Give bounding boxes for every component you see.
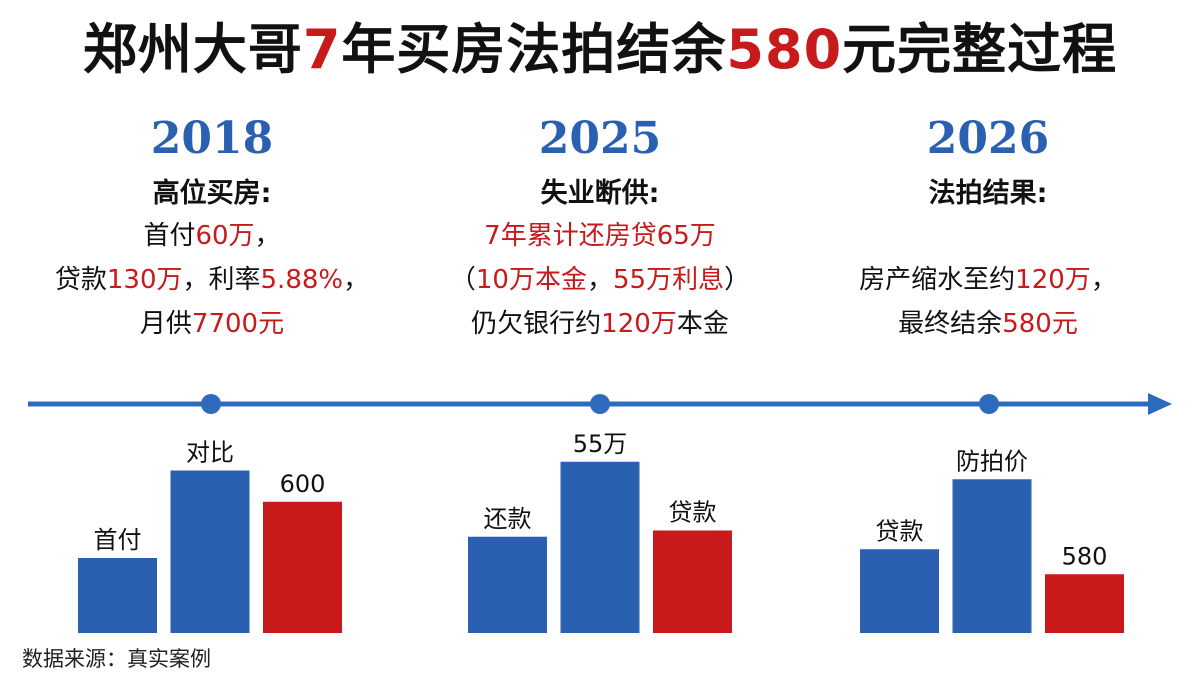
highlight-text: 60万 [195,221,255,251]
bar-label: 600 [280,470,326,498]
highlight-text: 5.88% [260,265,344,295]
detail-text: 月供 [139,309,192,339]
year-label: 2018 [150,113,274,164]
bar [468,536,547,633]
column-2025: 2025 失业断供: 7年累计还房贷65万 （10万本金，55万利息） 仍欠银行约1… [400,110,800,346]
title-part-4: 580 [726,18,843,81]
column-heading: 高位买房: [152,178,272,209]
detail-line: 房产缩水至约120万， [788,258,1188,302]
detail-text: 仍欠银行约 [471,309,602,339]
title-part-5: 元完整过程 [842,18,1118,81]
detail-text: ， [343,265,370,295]
highlight-text: 10万本金 [475,265,587,295]
timeline-dot-2018 [201,394,221,414]
page-title: 郑州大哥7年买房法拍结余580元完整过程 [0,10,1200,90]
detail-line: 月供7700元 [12,302,412,346]
title-part-1: 郑州大哥 [82,18,303,81]
highlight-text: 65万 [656,221,716,251]
detail-line: 7年累计还房贷65万 [400,214,800,258]
column-lines: 7年累计还房贷65万 （10万本金，55万利息） 仍欠银行约120万本金 [400,214,800,346]
detail-text: ，利率 [182,265,261,295]
highlight-text: 120万 [1015,265,1091,295]
bar [560,461,640,633]
detail-text: 贷款 [54,265,107,295]
column-lines: 房产缩水至约120万， 最终结余580元 [788,214,1188,346]
column-heading: 法拍结果: [928,178,1048,209]
bar [1045,574,1124,633]
bar [860,549,939,633]
timeline-dot-2025 [590,394,610,414]
bar-label: 贷款 [669,499,717,527]
bar [170,470,250,633]
bar-label: 还款 [484,505,532,533]
title-part-3: 年买房法拍结余 [341,18,727,81]
detail-line: （10万本金，55万利息） [400,258,800,302]
detail-line: 最终结余580元 [788,302,1188,346]
highlight-text: 55万利息 [613,265,725,295]
detail-text: （ [449,265,476,295]
timeline [28,393,1172,415]
detail-text: 房产缩水至约 [859,265,1016,295]
column-lines: 首付60万， 贷款130万，利率5.88%， 月供7700元 [12,214,412,346]
detail-text: ， [586,265,613,295]
timeline-arrow-icon [1148,393,1172,415]
detail-line: 首付60万， [12,214,412,258]
bar [952,479,1032,633]
title-part-2: 7 [302,18,342,81]
bar-label: 对比 [186,439,234,467]
bar-label: 首付 [94,526,142,554]
detail-text: 首付 [143,221,196,251]
highlight-text: 7年累计还房贷 [484,221,657,251]
bar-label: 贷款 [876,517,924,545]
bar-label: 580 [1062,542,1108,570]
highlight-text: 120万 [601,309,677,339]
year-label: 2026 [926,113,1050,164]
detail-line: 贷款130万，利率5.88%， [12,258,412,302]
year-label: 2025 [538,113,662,164]
highlight-text: 130万 [106,265,183,295]
bar [263,501,342,633]
detail-text: ， [254,221,281,251]
column-2018: 2018 高位买房: 首付60万， 贷款130万，利率5.88%， 月供7700元 [12,110,412,346]
detail-text: ， [1090,265,1117,295]
bar [78,558,157,633]
detail-text: ） [724,265,751,295]
highlight-text: 7700元 [191,309,285,339]
timeline-dot-2026 [979,394,999,414]
detail-text: 最终结余 [898,309,1003,339]
column-2026: 2026 法拍结果: 房产缩水至约120万， 最终结余580元 [788,110,1188,346]
bar-label: 防拍价 [956,447,1028,475]
bar-label: 55万 [573,430,628,458]
detail-line [788,214,1188,258]
detail-line: 仍欠银行约120万本金 [400,302,800,346]
source-note: 数据来源：真实案例 [22,647,211,671]
highlight-text: 580元 [1002,309,1078,339]
column-heading: 失业断供: [540,178,660,209]
bar [653,530,732,633]
detail-text: 本金 [676,309,729,339]
